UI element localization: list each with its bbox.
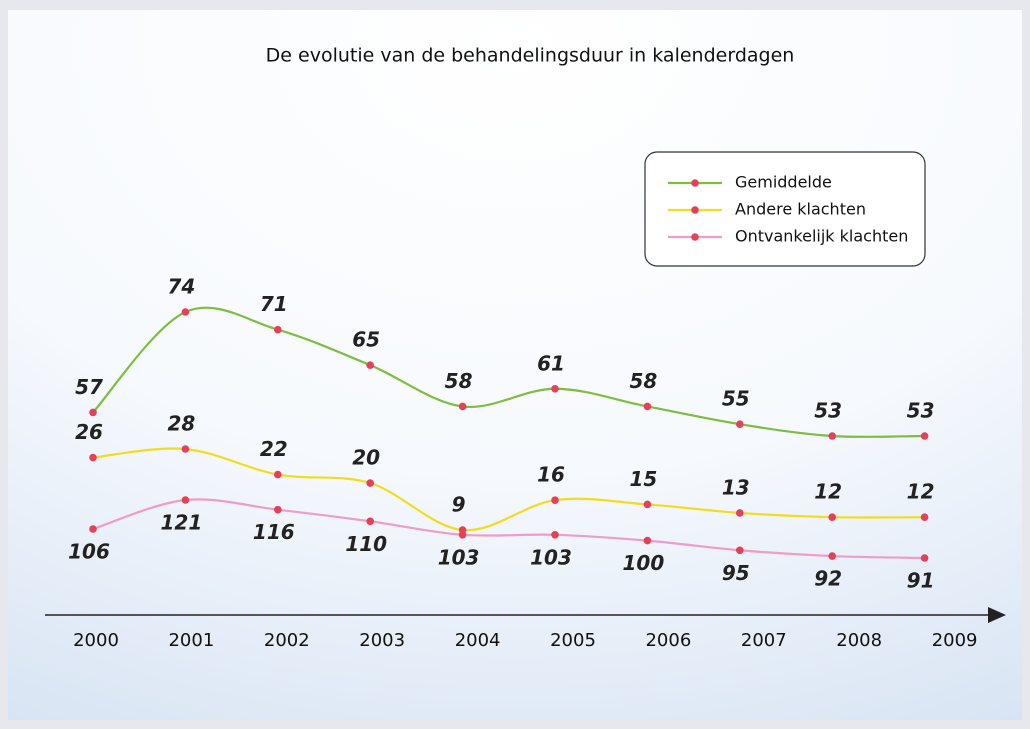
series-line [92, 306, 925, 438]
data-label: 26 [75, 420, 103, 444]
point [181, 308, 190, 316]
data-label: 121 [161, 511, 203, 535]
data-label: 61 [537, 351, 565, 375]
data-label: 15 [629, 467, 657, 491]
legend-label: Ontvankelijk klachten [735, 227, 908, 246]
point [458, 402, 467, 411]
data-label: 65 [352, 328, 380, 352]
data-label: 22 [260, 437, 288, 461]
data-label: 13 [722, 475, 750, 499]
data-label: 12 [907, 480, 935, 504]
point [366, 361, 375, 369]
legend-marker [691, 206, 699, 214]
point [274, 325, 282, 334]
point [828, 513, 836, 522]
point [551, 384, 559, 393]
panel [8, 10, 1022, 720]
data-label: 55 [722, 387, 750, 411]
point [366, 479, 375, 487]
point [643, 536, 652, 545]
x-tick-label: 2003 [359, 630, 405, 651]
series-line [92, 498, 925, 560]
point [366, 517, 375, 526]
legend-label: Andere klachten [735, 200, 866, 219]
data-label: 58 [629, 369, 657, 393]
data-label: 100 [623, 551, 665, 575]
data-label: 116 [253, 520, 295, 544]
point [551, 531, 559, 539]
point [920, 513, 929, 522]
x-tick-label: 2004 [455, 630, 501, 651]
point [181, 496, 190, 504]
point [458, 531, 467, 539]
point [736, 420, 744, 428]
legend-label: Gemiddelde [735, 173, 832, 192]
x-tick-label: 2000 [73, 630, 119, 651]
x-tick-label: 2006 [645, 630, 691, 651]
data-label: 53 [814, 399, 842, 423]
x-tick-label: 2005 [550, 630, 596, 651]
x-tick-label: 2002 [264, 630, 310, 651]
data-label: 95 [722, 561, 750, 585]
point [828, 552, 836, 560]
data-label: 12 [814, 480, 842, 504]
data-label: 16 [537, 463, 565, 487]
data-label: 57 [75, 375, 103, 399]
data-label: 53 [907, 399, 935, 423]
point [920, 432, 929, 440]
data-label: 74 [167, 275, 195, 299]
x-axis-arrow [988, 607, 1006, 623]
data-label: 20 [352, 446, 380, 470]
point [181, 445, 190, 453]
point [643, 500, 652, 509]
series-line [92, 447, 925, 532]
x-tick-label: 2007 [741, 630, 787, 651]
point [828, 432, 836, 440]
chart-title: De evolutie van de behandelingsduur in k… [266, 45, 795, 67]
legend-marker [691, 179, 699, 187]
point [89, 408, 97, 417]
point [736, 546, 744, 555]
x-tick-label: 2008 [836, 630, 882, 651]
data-label: 28 [167, 412, 195, 436]
data-label: 103 [530, 545, 572, 569]
x-tick-label: 2001 [168, 630, 214, 651]
data-label: 103 [438, 545, 480, 569]
point [89, 453, 97, 462]
data-label: 110 [345, 532, 387, 556]
point [274, 505, 282, 514]
data-label: 92 [814, 567, 842, 591]
point [643, 402, 652, 411]
data-label: 106 [68, 540, 110, 564]
point [551, 496, 559, 504]
point [920, 554, 929, 562]
data-label: 9 [452, 493, 466, 517]
data-label: 58 [445, 369, 473, 393]
x-tick-label: 2009 [932, 630, 978, 651]
legend-marker [691, 233, 699, 241]
point [274, 470, 282, 479]
point [89, 525, 97, 533]
data-label: 91 [907, 569, 935, 593]
point [736, 509, 744, 517]
data-label: 71 [260, 292, 288, 316]
